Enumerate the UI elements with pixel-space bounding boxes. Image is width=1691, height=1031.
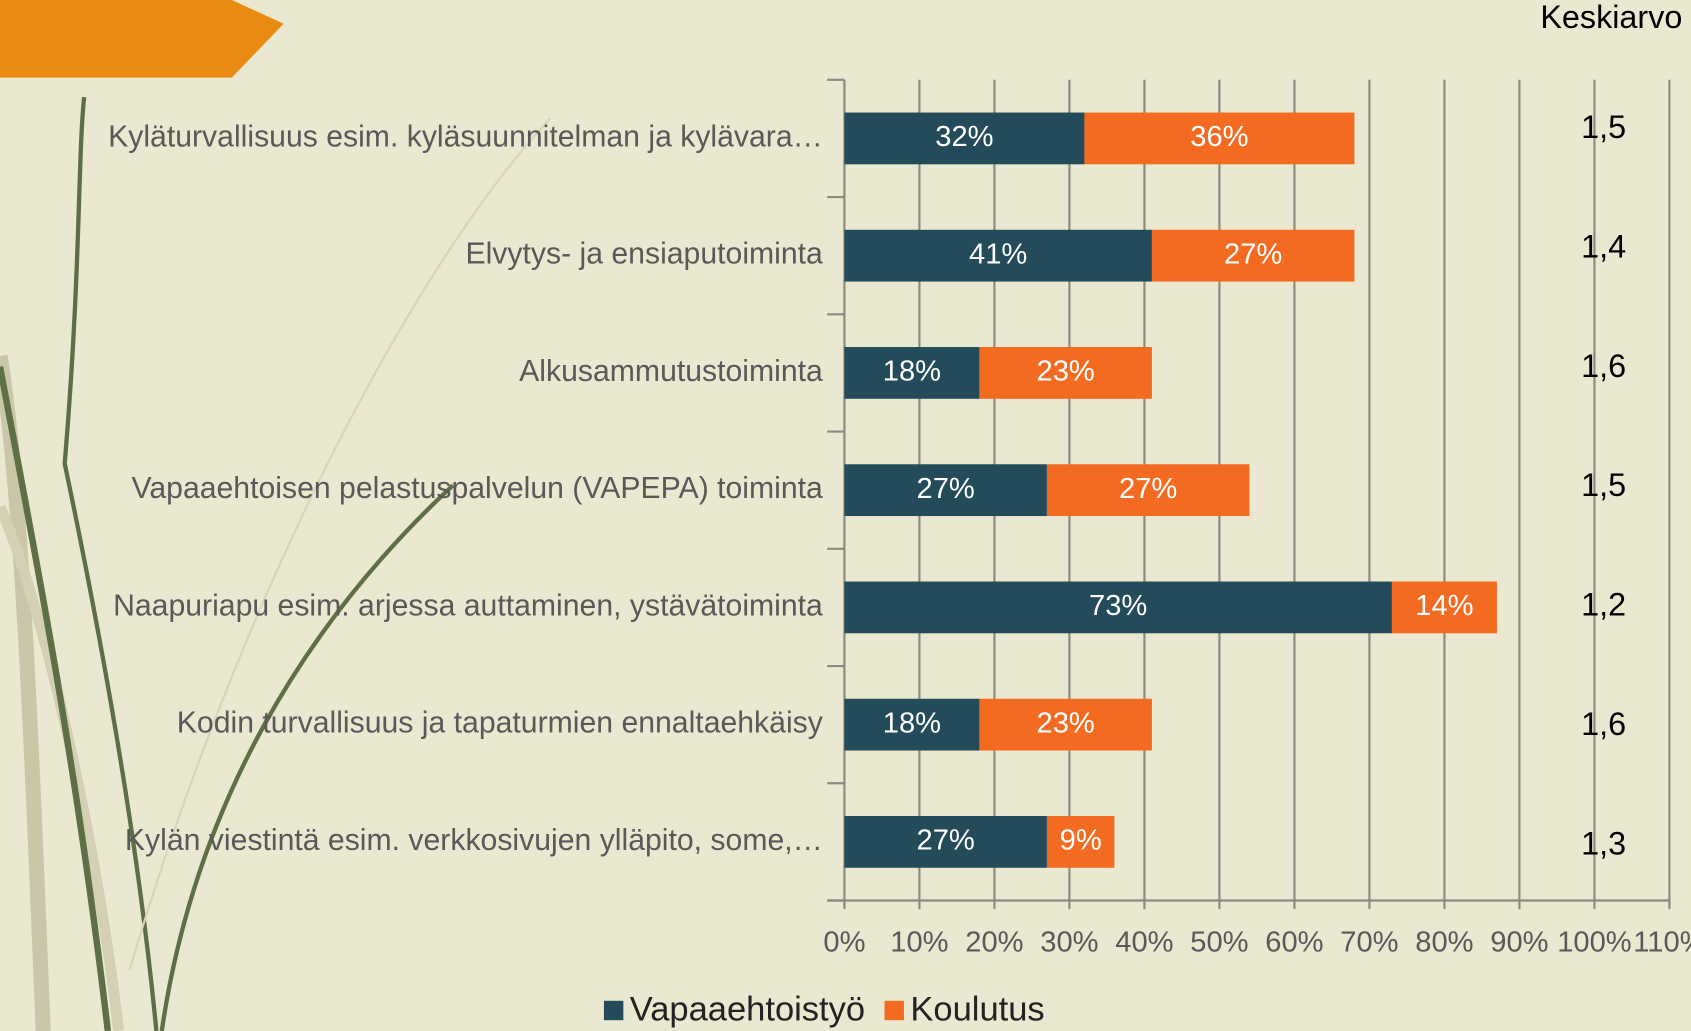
side-column-title: Keskiarvo — [1540, 0, 1682, 35]
y-tick-label: Naapuriapu esim. arjessa auttaminen, yst… — [113, 589, 823, 622]
side-value: 1,4 — [1581, 228, 1626, 264]
x-tick-label: 60% — [1265, 926, 1323, 958]
grass — [159, 483, 455, 1031]
x-tick-label: 90% — [1490, 926, 1548, 958]
x-tick-label: 50% — [1190, 926, 1248, 958]
x-tick-label: 70% — [1340, 926, 1398, 958]
bar — [1084, 112, 1355, 165]
x-tick-label: 20% — [965, 926, 1023, 958]
data-label: 36% — [1190, 121, 1248, 153]
data-label: 18% — [883, 707, 941, 739]
decoration — [0, 0, 551, 1031]
bar — [844, 581, 1392, 634]
data-label: 27% — [1224, 238, 1282, 270]
y-tick-label: Alkusammutustoiminta — [519, 355, 823, 388]
data-label: 9% — [1060, 825, 1102, 857]
y-tick-label: Vapaaehtoisen pelastuspalvelun (VAPEPA) … — [131, 472, 823, 505]
grass — [0, 354, 51, 1031]
grass — [62, 96, 159, 1031]
x-tick-label: 40% — [1115, 926, 1173, 958]
data-label: 23% — [1037, 707, 1095, 739]
header-shape — [0, 0, 284, 78]
data-label: 23% — [1037, 356, 1095, 388]
side-value: 1,3 — [1581, 825, 1626, 861]
bar — [844, 347, 980, 399]
bar — [844, 229, 1152, 282]
bar — [1151, 229, 1355, 282]
side-value: 1,6 — [1581, 348, 1626, 384]
data-label: 27% — [917, 473, 975, 505]
data-label: 32% — [935, 121, 993, 153]
side-value: 1,2 — [1581, 587, 1626, 623]
bar — [844, 816, 1047, 868]
legend-label: Vapaaehtoistyö — [630, 991, 865, 1029]
x-tick-label: 100% — [1557, 926, 1631, 958]
legend-swatch — [884, 1000, 904, 1021]
side-value: 1,6 — [1581, 706, 1626, 742]
x-tick-label: 80% — [1415, 926, 1473, 958]
bar — [844, 112, 1085, 165]
bar — [979, 347, 1152, 399]
grass — [128, 117, 551, 971]
side-value: 1,5 — [1581, 109, 1626, 145]
y-tick-label: Kodin turvallisuus ja tapaturmien ennalt… — [177, 707, 824, 740]
bar — [844, 464, 1047, 517]
bar — [979, 698, 1152, 751]
bar — [1391, 581, 1497, 634]
data-label: 27% — [917, 825, 975, 857]
grass — [0, 366, 112, 1031]
legend-label: Koulutus — [910, 991, 1044, 1029]
bar — [1046, 816, 1115, 868]
data-label: 14% — [1415, 590, 1473, 622]
legend-swatch — [603, 1000, 624, 1021]
data-label: 73% — [1089, 590, 1147, 622]
x-tick-label: 30% — [1040, 926, 1098, 958]
x-tick-label: 10% — [890, 926, 948, 958]
y-tick-label: Kylän viestintä esim. verkkosivujen yllä… — [125, 824, 823, 857]
data-label: 18% — [883, 356, 941, 388]
y-tick-label: Kyläturvallisuus esim. kyläsuunnitelman … — [108, 120, 823, 153]
data-label: 27% — [1119, 473, 1177, 505]
x-tick-label: 0% — [823, 926, 865, 958]
side-value: 1,5 — [1581, 467, 1626, 503]
data-label: 41% — [969, 238, 1027, 270]
bar — [1046, 464, 1250, 517]
bar — [844, 698, 980, 751]
y-tick-label: Elvytys- ja ensiaputoiminta — [465, 238, 823, 271]
x-tick-label: 110% — [1633, 926, 1691, 958]
